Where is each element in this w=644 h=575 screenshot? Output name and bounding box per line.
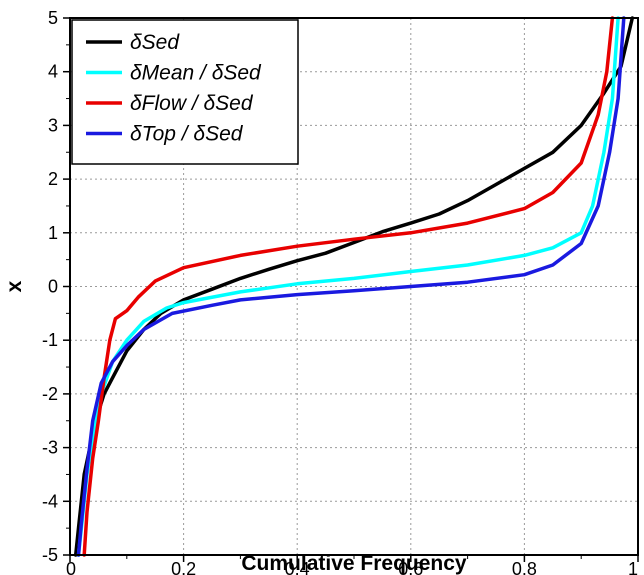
axis-ticks — [63, 17, 639, 562]
series-line-4 — [76, 16, 626, 557]
y-tick-labels: 5 4 3 2 1 0 -1 -2 -3 -4 -5 — [42, 8, 58, 565]
y-tick-label: 3 — [48, 115, 58, 135]
x-tick-label: 0.4 — [285, 559, 310, 575]
y-tick-label: -2 — [42, 384, 58, 404]
y-tick-label: 4 — [48, 62, 58, 82]
series-line-2 — [76, 16, 620, 557]
x-tick-label: 0.6 — [398, 559, 423, 575]
y-tick-label: 5 — [48, 8, 58, 28]
legend-label: δFlow / δSed — [130, 92, 254, 115]
y-tick-label: -1 — [42, 330, 58, 350]
y-tick-label: 2 — [48, 169, 58, 189]
legend: δSed δMean / δSed δFlow / δSed δTop / δSed — [71, 19, 299, 165]
legend-label: δTop / δSed — [130, 123, 244, 146]
x-tick-label: 0.8 — [512, 559, 537, 575]
y-tick-label: 0 — [48, 277, 58, 297]
legend-label: δSed — [130, 31, 180, 54]
series-line-3 — [82, 16, 615, 557]
y-tick-label: -3 — [42, 438, 58, 458]
x-axis-title: Cumulative Frequency — [241, 552, 467, 575]
series-layer — [73, 16, 635, 557]
x-tick-label: 0 — [66, 559, 76, 575]
x-tick-label: 0.2 — [171, 559, 196, 575]
y-tick-label: -5 — [42, 545, 58, 565]
y-tick-label: 1 — [48, 223, 58, 243]
x-tick-labels: 0 0.2 0.4 0.6 0.8 1 — [66, 559, 638, 575]
legend-box — [71, 19, 299, 165]
y-axis-title: x — [3, 280, 26, 292]
legend-label: δMean / δSed — [130, 62, 262, 85]
x-tick-label: 1 — [628, 559, 638, 575]
y-tick-label: -4 — [42, 491, 58, 511]
